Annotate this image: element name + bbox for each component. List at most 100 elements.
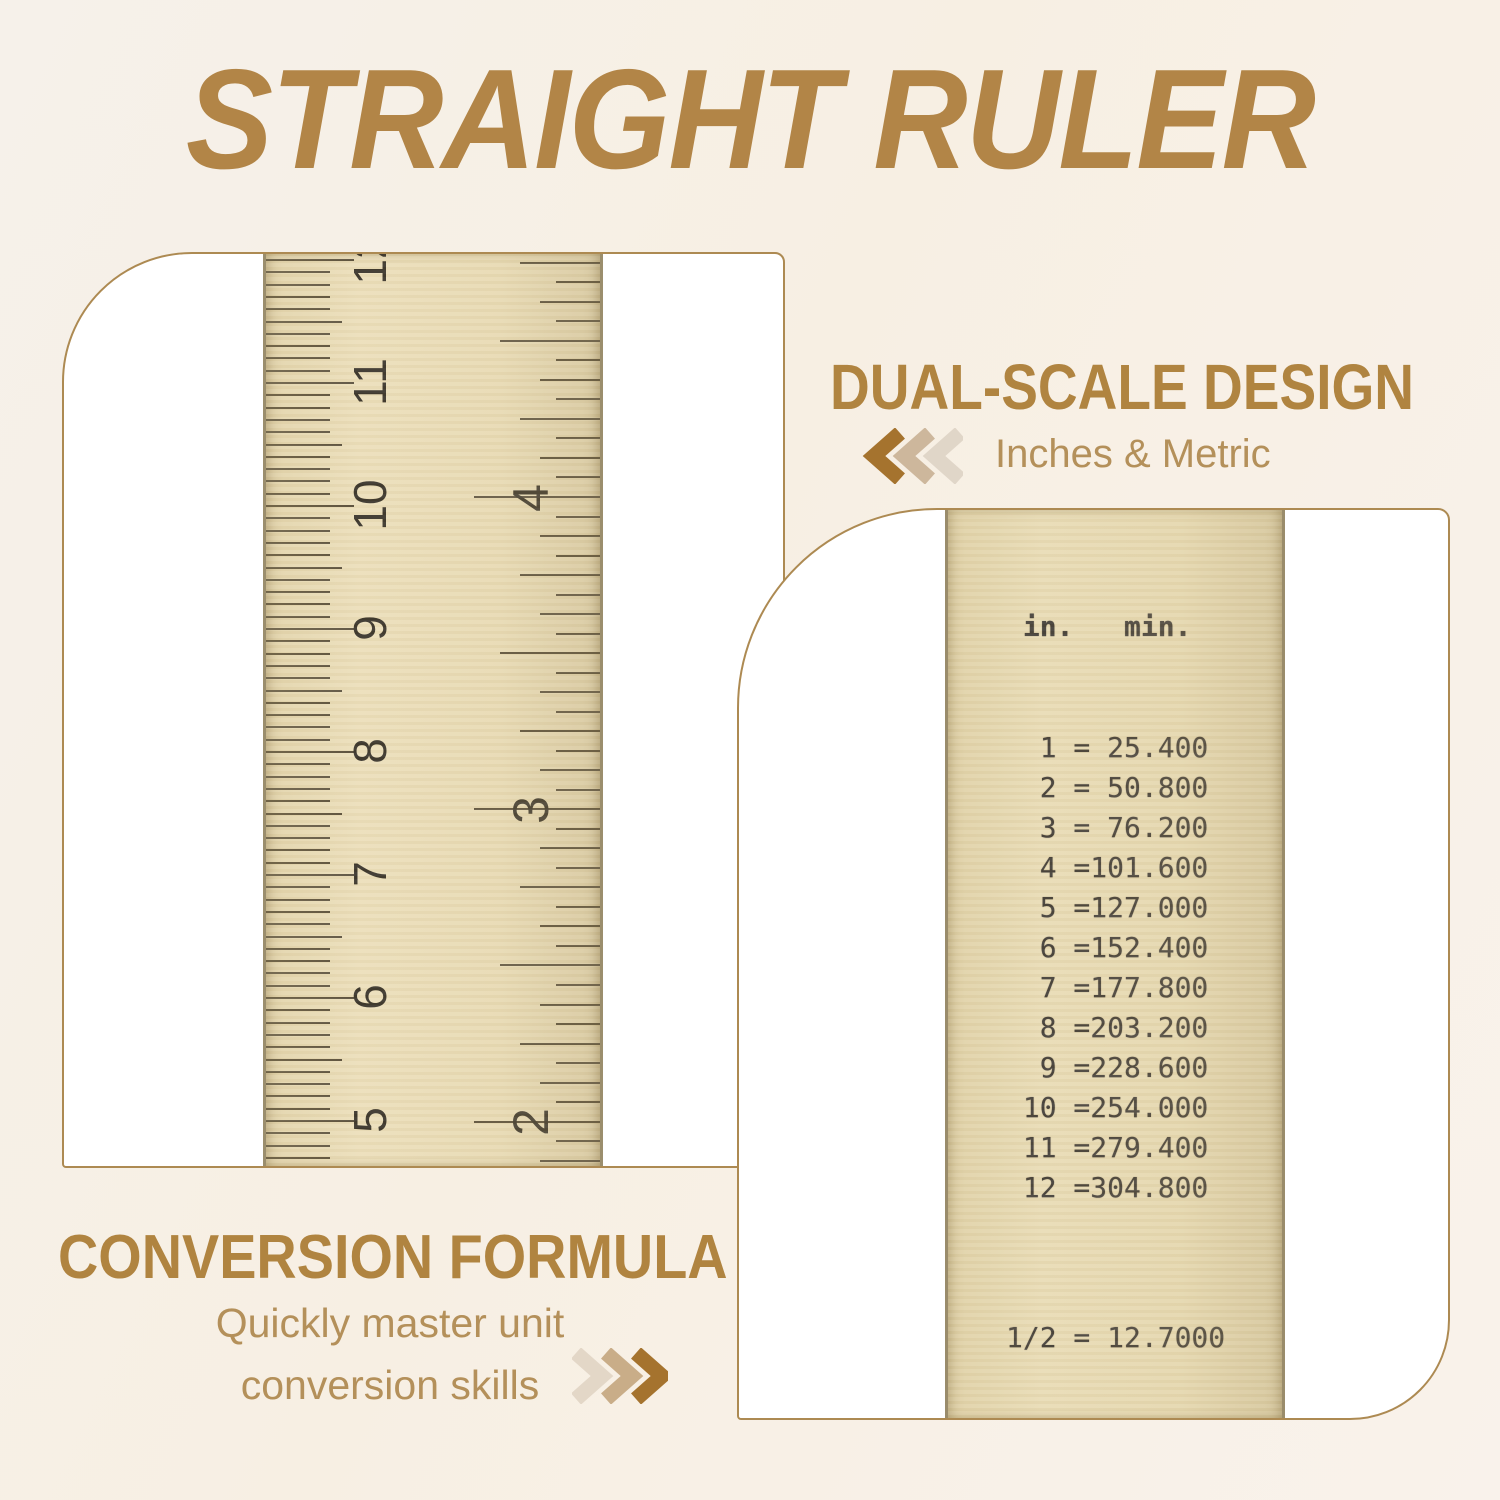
- chevron-right-icon: [601, 1347, 644, 1405]
- table-row: 3 = 76.200: [1006, 811, 1209, 844]
- inch-subtick: [500, 964, 600, 967]
- inch-subtick: [556, 984, 600, 986]
- inch-subtick: [556, 437, 600, 440]
- mm-tick: [266, 1009, 330, 1012]
- mm-tick: [266, 357, 330, 360]
- inch-subtick: [520, 730, 600, 733]
- table-integer-rows: 1 = 25.400 2 = 50.800 3 = 76.200 4 =101.…: [1006, 728, 1282, 1208]
- chevron-right-icon: [631, 1347, 674, 1405]
- mm-tick: [266, 1083, 330, 1086]
- cm-tick: [266, 382, 354, 384]
- inch-subtick: [520, 1042, 600, 1045]
- mm-tick: [266, 787, 330, 790]
- conversion-table: in. min. 1 = 25.400 2 = 50.800 3 = 76.20…: [948, 510, 1282, 1418]
- mm-tick: [266, 394, 330, 397]
- cm-number: 5: [344, 1107, 396, 1133]
- inch-subtick: [556, 1101, 600, 1104]
- inch-subtick: [556, 905, 600, 908]
- cm-tick: [266, 1120, 354, 1122]
- cm-tick: [266, 874, 354, 876]
- inch-subtick: [556, 866, 600, 869]
- inch-number: 4: [503, 484, 559, 512]
- mm-tick: [266, 320, 342, 323]
- mm-tick: [266, 812, 342, 815]
- mm-tick: [266, 283, 330, 286]
- mm-tick: [266, 849, 330, 852]
- cm-number: 9: [344, 615, 396, 641]
- inch-subtick: [556, 281, 600, 284]
- inch-tick: [474, 496, 600, 498]
- mm-tick: [266, 1107, 330, 1110]
- mm-tick: [266, 615, 330, 618]
- mm-tick: [266, 664, 330, 667]
- inch-subtick: [540, 378, 600, 381]
- inch-subtick: [540, 769, 600, 772]
- cm-tick: [266, 628, 354, 630]
- inch-number: 3: [503, 796, 559, 824]
- mm-tick: [266, 529, 330, 532]
- mm-tick: [266, 492, 330, 495]
- inch-subtick: [556, 1062, 600, 1065]
- conversion-photo-card: in. min. 1 = 25.400 2 = 50.800 3 = 76.20…: [737, 508, 1450, 1420]
- mm-tick: [266, 726, 330, 729]
- conversion-formula-line1: Quickly master unit: [215, 1300, 565, 1346]
- table-row: 7 =177.800: [1006, 971, 1209, 1004]
- table-row: 2 = 50.800: [1006, 771, 1209, 804]
- inch-number: 2: [503, 1108, 559, 1136]
- conversion-formula-line2: conversion skills: [240, 1362, 540, 1408]
- inch-subtick: [540, 1159, 600, 1162]
- mm-tick: [266, 824, 330, 827]
- mm-tick: [266, 947, 330, 950]
- mm-tick: [266, 910, 330, 913]
- table-row: 1 = 25.400: [1006, 731, 1209, 764]
- table-row: 1/2 = 12.7000: [1006, 1321, 1226, 1354]
- inch-subtick: [556, 515, 600, 518]
- inch-subtick: [556, 671, 600, 674]
- inch-subtick: [520, 417, 600, 420]
- mm-tick: [266, 689, 342, 692]
- cm-tick: [266, 505, 354, 507]
- inch-subtick: [520, 261, 600, 264]
- table-row: 6 =152.400: [1006, 931, 1209, 964]
- mm-tick: [266, 554, 330, 557]
- inch-tick: [474, 808, 600, 811]
- mm-tick: [266, 886, 330, 889]
- table-row: 8 =203.200: [1006, 1011, 1209, 1044]
- inch-subtick: [556, 944, 600, 947]
- mm-tick: [266, 960, 330, 963]
- mm-tick: [266, 1156, 330, 1159]
- inch-subtick: [540, 925, 600, 928]
- inch-subtick: [556, 632, 600, 635]
- mm-tick: [266, 984, 330, 987]
- mm-tick: [266, 714, 330, 717]
- inch-subtick: [540, 1081, 600, 1084]
- table-header: in. min.: [1006, 610, 1192, 643]
- mm-tick: [266, 935, 342, 938]
- mm-tick: [266, 578, 330, 581]
- mm-tick: [266, 332, 330, 335]
- chevron-right-icon: [571, 1347, 614, 1405]
- mm-tick: [266, 418, 330, 421]
- mm-tick: [266, 1095, 330, 1098]
- mm-tick: [266, 1132, 330, 1135]
- inch-subtick: [556, 554, 600, 557]
- inch-subtick: [556, 476, 600, 479]
- mm-tick: [266, 1021, 330, 1024]
- table-row: 9 =228.600: [1006, 1051, 1209, 1084]
- inch-subtick: [540, 1003, 600, 1006]
- inch-subtick: [500, 339, 600, 342]
- cm-tick: [266, 751, 354, 753]
- ruler-strip: 12 11 10 9 8 7 6 5 4 3 2: [263, 254, 603, 1166]
- mm-tick: [266, 1070, 330, 1073]
- chevrons-right-icon: [571, 1347, 674, 1409]
- mm-tick: [266, 591, 330, 594]
- cm-number: 7: [344, 861, 396, 887]
- conversion-ruler-strip: in. min. 1 = 25.400 2 = 50.800 3 = 76.20…: [945, 510, 1285, 1418]
- inch-subtick: [520, 574, 600, 577]
- inch-subtick: [556, 398, 600, 401]
- inch-subtick: [556, 359, 600, 362]
- dual-scale-heading: DUAL-SCALE DESIGN: [830, 351, 1415, 423]
- chevron-left-icon: [922, 427, 965, 485]
- mm-tick: [266, 738, 330, 741]
